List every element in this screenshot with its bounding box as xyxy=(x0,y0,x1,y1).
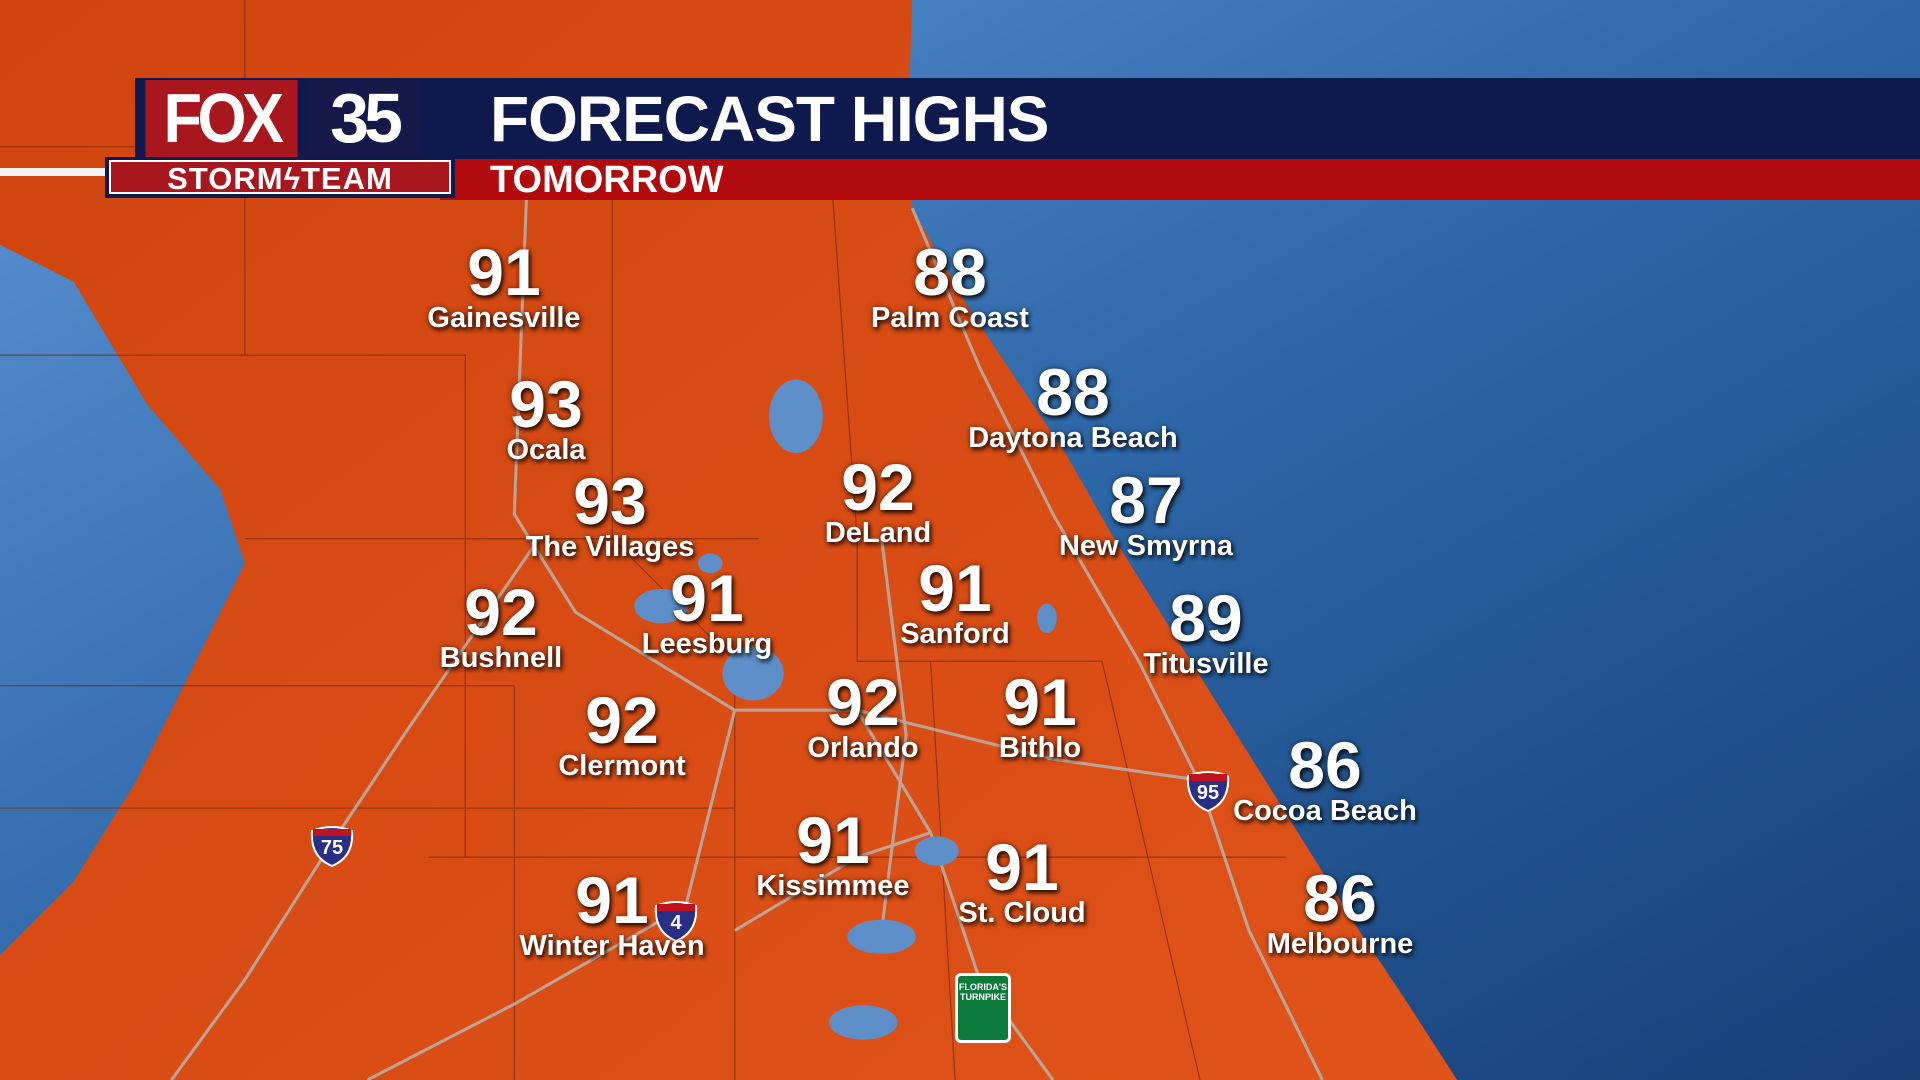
city-melbourne: 86 Melbourne xyxy=(1266,861,1414,960)
storm-team-logo: STORMϟTEAM xyxy=(105,157,455,198)
city-winter-haven: 91 Winter Haven xyxy=(519,863,705,962)
city-name: Palm Coast xyxy=(871,302,1029,334)
city-daytona-beach: 88 Daytona Beach xyxy=(968,355,1178,454)
city-name: Bushnell xyxy=(439,642,563,674)
lightning-bolt-icon: ϟ xyxy=(283,161,301,196)
city-temp: 91 xyxy=(918,551,992,625)
city-clermont: 92 Clermont xyxy=(558,683,686,782)
city-temp: 91 xyxy=(796,803,870,877)
page-subtitle: TOMORROW xyxy=(490,159,724,201)
city-temp: 86 xyxy=(1303,861,1377,935)
city-name: Bithlo xyxy=(998,732,1082,764)
city-name: St. Cloud xyxy=(958,897,1086,929)
city-temp: 88 xyxy=(913,235,987,309)
city-name: Kissimmee xyxy=(756,870,910,902)
city-name: Titusville xyxy=(1143,648,1269,680)
city-temp: 87 xyxy=(1109,463,1183,537)
city-name: Orlando xyxy=(807,732,919,764)
city-titusville: 89 Titusville xyxy=(1143,581,1269,680)
city-name: Melbourne xyxy=(1266,928,1414,960)
city-orlando: 92 Orlando xyxy=(807,665,919,764)
land xyxy=(0,0,1458,1080)
city-name: Winter Haven xyxy=(519,930,705,962)
interstate-95-shield: 95 xyxy=(1186,770,1230,813)
city-name: Sanford xyxy=(900,618,1010,650)
city-temp: 92 xyxy=(826,665,900,739)
city-name: DeLand xyxy=(824,517,932,549)
city-the-villages: 93 The Villages xyxy=(525,464,695,563)
storm-text: STORM xyxy=(167,161,284,196)
city-temp: 91 xyxy=(670,561,744,635)
city-temp: 92 xyxy=(585,683,659,757)
city-temp: 91 xyxy=(985,830,1059,904)
florida-turnpike-shield: FLORIDA'S TURNPIKE xyxy=(955,973,1011,1043)
city-name: Clermont xyxy=(558,750,686,782)
city-temp: 93 xyxy=(573,464,647,538)
city-cocoa-beach: 86 Cocoa Beach xyxy=(1233,728,1417,827)
page-title: FORECAST HIGHS xyxy=(490,83,1049,155)
city-gainesville: 91 Gainesville xyxy=(427,235,581,334)
city-new-smyrna: 87 New Smyrna xyxy=(1058,463,1234,562)
city-name: The Villages xyxy=(525,531,695,563)
city-temp: 89 xyxy=(1169,581,1243,655)
city-name: Cocoa Beach xyxy=(1233,795,1417,827)
city-name: New Smyrna xyxy=(1058,530,1234,562)
header-accent-line xyxy=(0,168,110,176)
city-name: Leesburg xyxy=(641,628,773,660)
city-temp: 86 xyxy=(1288,728,1362,802)
interstate-75-shield: 75 xyxy=(310,825,354,868)
lakes xyxy=(634,379,1057,1040)
city-temp: 93 xyxy=(509,367,583,441)
city-name: Ocala xyxy=(506,434,586,466)
city-st-cloud: 91 St. Cloud xyxy=(958,830,1086,929)
city-ocala: 93 Ocala xyxy=(506,367,586,466)
city-sanford: 91 Sanford xyxy=(900,551,1010,650)
city-kissimmee: 91 Kissimmee xyxy=(756,803,910,902)
city-name: Gainesville xyxy=(427,302,581,334)
interstate-4-shield: 4 xyxy=(654,900,698,943)
city-name: Daytona Beach xyxy=(968,422,1178,454)
city-bithlo: 91 Bithlo xyxy=(998,665,1082,764)
team-text: TEAM xyxy=(300,161,393,196)
fox-logo: FOX xyxy=(145,80,298,157)
city-temp: 91 xyxy=(1003,665,1077,739)
header-subtitle-bar xyxy=(440,159,1920,200)
city-deland: 92 DeLand xyxy=(824,450,932,549)
city-temp: 92 xyxy=(841,450,915,524)
city-leesburg: 91 Leesburg xyxy=(641,561,773,660)
city-temp: 91 xyxy=(467,235,541,309)
roads xyxy=(170,195,1324,1080)
city-temp: 88 xyxy=(1036,355,1110,429)
city-temp: 92 xyxy=(464,575,538,649)
header-title-bar xyxy=(135,78,1920,159)
city-bushnell: 92 Bushnell xyxy=(439,575,563,674)
city-palm-coast: 88 Palm Coast xyxy=(871,235,1029,334)
city-temp: 91 xyxy=(575,863,649,937)
channel-number-logo: 35 xyxy=(306,80,422,157)
